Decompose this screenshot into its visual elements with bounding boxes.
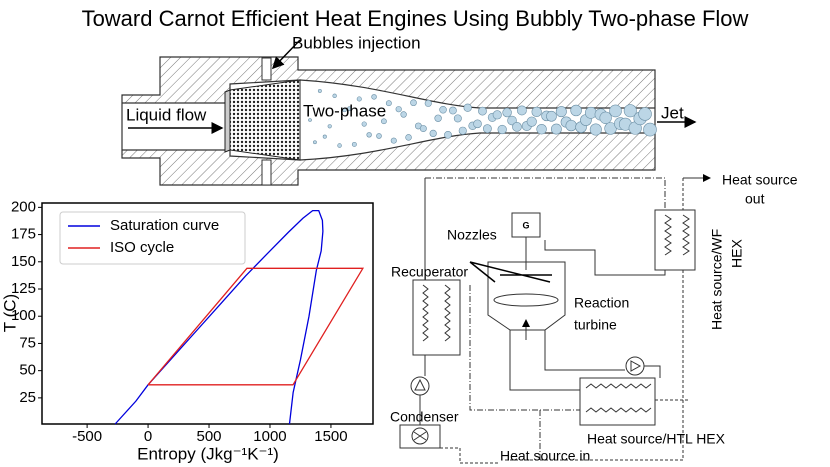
bubble bbox=[609, 104, 622, 118]
bubble bbox=[366, 132, 372, 138]
bubble bbox=[342, 107, 347, 113]
bubble bbox=[361, 121, 367, 127]
bubble bbox=[390, 137, 397, 144]
label: out bbox=[745, 191, 765, 207]
label: Jet bbox=[661, 103, 684, 122]
bubble bbox=[584, 106, 597, 119]
bubble bbox=[638, 107, 652, 121]
bubble bbox=[337, 143, 342, 148]
series-line bbox=[114, 209, 324, 425]
bubble bbox=[308, 118, 312, 122]
bubble bbox=[570, 104, 582, 117]
label: Reaction bbox=[574, 295, 629, 311]
bubble bbox=[497, 124, 507, 135]
x-tick-label: 500 bbox=[197, 428, 222, 445]
bubble bbox=[643, 122, 657, 137]
bubble bbox=[599, 111, 612, 124]
schematic-labels: Heat source out Heat source/WF HEX G Noz… bbox=[390, 172, 798, 464]
bubble bbox=[516, 105, 527, 116]
y-axis-label: T (C) bbox=[0, 294, 19, 332]
bubble bbox=[419, 125, 427, 133]
label: Two-phase bbox=[303, 101, 386, 120]
bubble bbox=[526, 116, 537, 127]
x-tick-label: 1000 bbox=[253, 428, 286, 445]
y-tick-label: 25 bbox=[19, 389, 36, 406]
bubble bbox=[322, 134, 327, 139]
label: G bbox=[522, 220, 529, 230]
bubble bbox=[565, 119, 577, 132]
x-tick-label: 0 bbox=[144, 428, 152, 445]
bubble bbox=[385, 100, 392, 107]
label: Liquid flow bbox=[126, 105, 207, 124]
bubble bbox=[332, 93, 337, 98]
y-tick-label: 150 bbox=[11, 253, 36, 270]
bubble bbox=[356, 96, 362, 102]
bubble bbox=[429, 129, 437, 138]
label: Recuperator bbox=[391, 264, 468, 280]
bubble bbox=[381, 118, 387, 125]
label: Heat source in bbox=[500, 448, 590, 464]
bubble bbox=[395, 106, 402, 113]
title: Toward Carnot Efficient Heat Engines Usi… bbox=[82, 6, 749, 31]
bubble bbox=[536, 124, 547, 135]
bubble bbox=[434, 114, 442, 122]
bubble bbox=[507, 115, 517, 126]
y-tick-label: 50 bbox=[19, 362, 36, 379]
y-tick-label: 200 bbox=[11, 198, 36, 215]
bubble bbox=[482, 124, 492, 134]
y-tick-label: 100 bbox=[11, 307, 36, 324]
bubble bbox=[478, 106, 487, 116]
bubble bbox=[439, 105, 447, 114]
label: Heat source/WF bbox=[709, 229, 725, 330]
schematic bbox=[399, 174, 711, 464]
label: Nozzles bbox=[447, 227, 497, 243]
label: Bubbles injection bbox=[292, 33, 421, 52]
bubble bbox=[550, 123, 562, 135]
bubble bbox=[347, 106, 352, 112]
bubble bbox=[351, 141, 357, 147]
label: turbine bbox=[574, 317, 617, 333]
bubble bbox=[458, 126, 467, 135]
label: Heat source bbox=[722, 172, 798, 188]
bubble bbox=[463, 103, 472, 112]
y-tick-label: 175 bbox=[11, 226, 36, 243]
x-axis-label: Entropy (Jkg⁻¹K⁻¹) bbox=[137, 444, 279, 463]
bubble bbox=[546, 110, 557, 122]
series-line bbox=[147, 267, 365, 386]
bubble bbox=[589, 123, 602, 136]
bubble bbox=[555, 106, 567, 118]
label: Heat source/HTL HEX bbox=[587, 431, 726, 447]
legend-box bbox=[59, 211, 246, 265]
bubble bbox=[502, 107, 512, 118]
bubble bbox=[376, 133, 382, 139]
label: HEX bbox=[729, 239, 745, 268]
bubble bbox=[623, 104, 637, 118]
bubble bbox=[492, 110, 502, 120]
bubble bbox=[512, 121, 522, 132]
plot-frame bbox=[41, 202, 374, 425]
bubble bbox=[400, 111, 407, 118]
bubble bbox=[405, 134, 412, 141]
bubble bbox=[317, 88, 322, 93]
nozzle-diagram: Bubbles injection Liquid flow Two-phase … bbox=[121, 33, 697, 186]
bubble bbox=[371, 94, 377, 100]
label: Condenser bbox=[390, 409, 459, 425]
bubble bbox=[473, 119, 482, 129]
bubble bbox=[327, 124, 332, 129]
legend-label: ISO cycle bbox=[110, 239, 174, 256]
y-tick-label: 75 bbox=[19, 334, 36, 351]
legend-label: Saturation curve bbox=[110, 217, 219, 234]
bubble bbox=[424, 99, 432, 107]
x-tick-label: -500 bbox=[72, 428, 102, 445]
bubble bbox=[444, 130, 452, 139]
chart: Entropy (Jkg⁻¹K⁻¹) T (C) -500 0 500 1000 150… bbox=[0, 198, 374, 463]
x-tick-label: 1500 bbox=[314, 428, 347, 445]
bubble bbox=[410, 99, 417, 107]
bubble bbox=[448, 106, 457, 115]
y-tick-label: 125 bbox=[11, 280, 36, 297]
bubble bbox=[453, 114, 462, 123]
bubble bbox=[313, 140, 317, 145]
bubble bbox=[531, 106, 542, 117]
